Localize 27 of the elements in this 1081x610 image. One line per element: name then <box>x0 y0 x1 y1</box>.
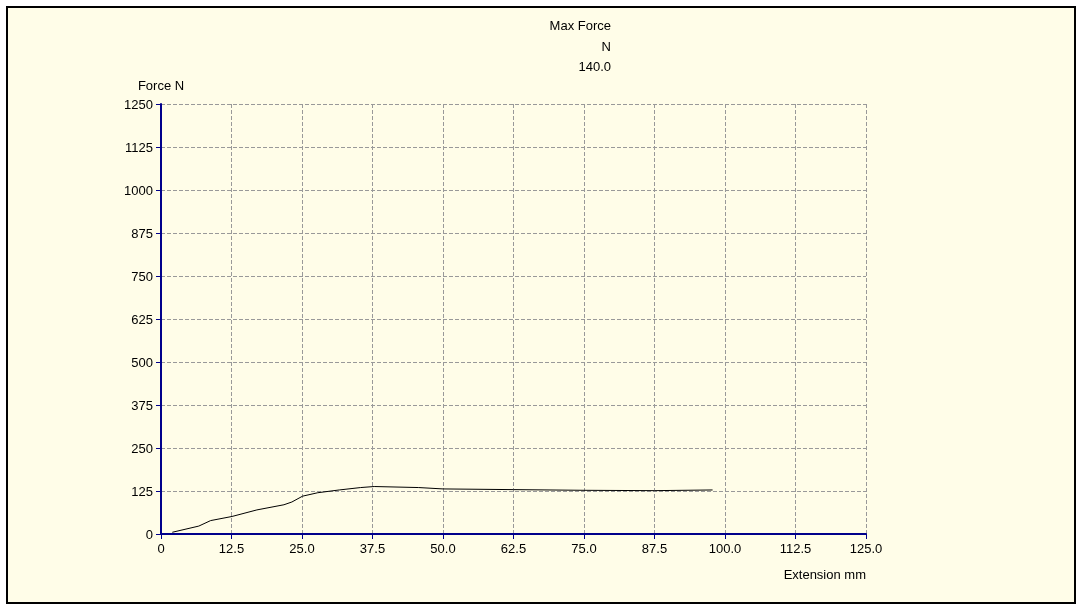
y-tick-label: 1250 <box>124 96 153 112</box>
y-tick-label: 250 <box>131 440 153 456</box>
x-tick-label: 25.0 <box>289 541 315 556</box>
y-tick-label: 625 <box>131 311 153 327</box>
chart-subtitle: N 140.0 <box>578 38 611 74</box>
chart-title: Max Force <box>549 18 611 33</box>
x-tick-label: 37.5 <box>359 541 386 556</box>
y-tick-label: 125 <box>131 483 153 499</box>
y-tick-label: 1125 <box>125 139 153 155</box>
y-tick-label: 500 <box>131 354 153 370</box>
y-tick-label: 375 <box>131 397 153 413</box>
x-tick-label: 50.0 <box>430 541 456 556</box>
y-tick-label: 1000 <box>124 182 153 198</box>
x-tick-label: 62.5 <box>500 541 527 556</box>
x-tick-label: 100.0 <box>708 541 742 556</box>
y-tick-label: 0 <box>145 526 153 542</box>
x-tick-label: 75.0 <box>571 541 597 556</box>
y-tick-label: 750 <box>131 268 153 284</box>
x-tick-label: 87.5 <box>641 541 668 556</box>
line-series <box>171 486 714 533</box>
x-tick-label: 112.5 <box>779 541 812 556</box>
x-axis-title: Extension mm <box>783 567 866 582</box>
x-tick-label: 0 <box>157 541 165 556</box>
x-tick-label: 12.5 <box>218 541 245 556</box>
y-axis-title: Force N <box>137 78 185 93</box>
x-tick-label: 125.0 <box>849 541 883 556</box>
y-tick-label: 875 <box>131 225 153 241</box>
